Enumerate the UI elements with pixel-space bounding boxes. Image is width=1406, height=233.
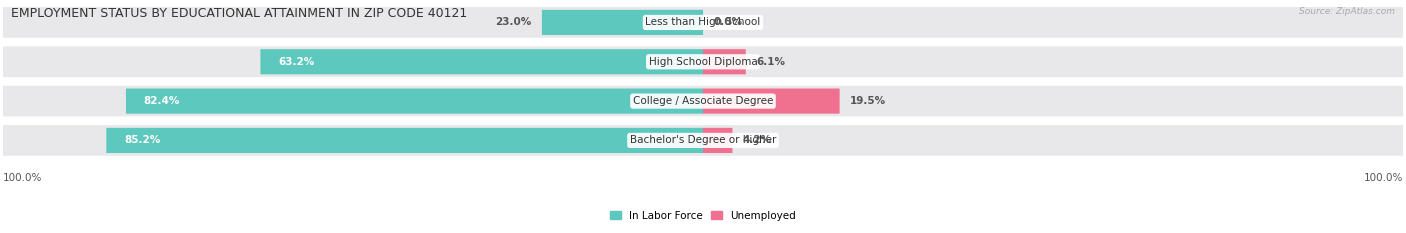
Text: 100.0%: 100.0% [3,173,42,183]
Legend: In Labor Force, Unemployed: In Labor Force, Unemployed [610,211,796,221]
FancyBboxPatch shape [3,125,1403,156]
FancyBboxPatch shape [107,128,703,153]
FancyBboxPatch shape [541,10,703,35]
Text: 100.0%: 100.0% [1364,173,1403,183]
Text: 85.2%: 85.2% [124,135,160,145]
Text: 4.2%: 4.2% [742,135,772,145]
FancyBboxPatch shape [3,46,1403,77]
Text: 19.5%: 19.5% [851,96,886,106]
Text: High School Diploma: High School Diploma [648,57,758,67]
FancyBboxPatch shape [703,49,745,74]
FancyBboxPatch shape [3,7,1403,38]
Text: 0.0%: 0.0% [713,17,742,27]
Text: Bachelor's Degree or higher: Bachelor's Degree or higher [630,135,776,145]
FancyBboxPatch shape [703,128,733,153]
Text: 63.2%: 63.2% [278,57,314,67]
FancyBboxPatch shape [260,49,703,74]
Text: Source: ZipAtlas.com: Source: ZipAtlas.com [1299,7,1395,16]
Text: Less than High School: Less than High School [645,17,761,27]
Text: 82.4%: 82.4% [143,96,180,106]
FancyBboxPatch shape [127,89,703,114]
Text: 23.0%: 23.0% [495,17,531,27]
FancyBboxPatch shape [3,86,1403,116]
Text: College / Associate Degree: College / Associate Degree [633,96,773,106]
FancyBboxPatch shape [703,89,839,114]
Text: 6.1%: 6.1% [756,57,785,67]
Text: EMPLOYMENT STATUS BY EDUCATIONAL ATTAINMENT IN ZIP CODE 40121: EMPLOYMENT STATUS BY EDUCATIONAL ATTAINM… [11,7,468,20]
